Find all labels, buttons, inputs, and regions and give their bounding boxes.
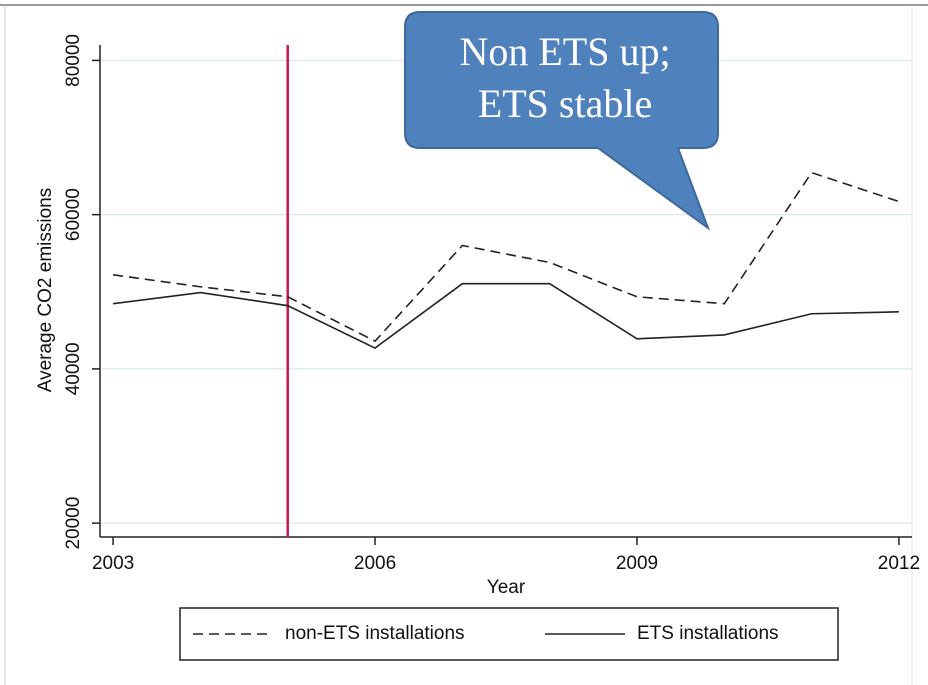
annotation-text: Non ETS up; <box>459 29 670 74</box>
y-tick-label: 60000 <box>63 188 84 241</box>
series-line <box>112 282 899 349</box>
legend-label: ETS installations <box>637 623 779 644</box>
y-tick-label: 80000 <box>63 34 84 87</box>
series-line <box>112 171 900 343</box>
x-axis-label: Year <box>487 577 526 598</box>
legend <box>179 607 839 661</box>
y-axis-label: Average CO2 emissions <box>35 188 56 393</box>
callout-bubble <box>404 11 719 231</box>
callout: Non ETS up; ETS stable <box>404 11 719 231</box>
legend-label: non-ETS installations <box>285 623 465 644</box>
annotation-text: ETS stable <box>478 81 652 126</box>
x-tick-label: 2012 <box>878 553 920 574</box>
y-tick-label: 20000 <box>63 497 84 550</box>
x-tick-label: 2006 <box>354 553 396 574</box>
x-tick-label: 2009 <box>616 553 658 574</box>
x-tick-label: 2003 <box>92 553 134 574</box>
y-tick-label: 40000 <box>63 342 84 395</box>
